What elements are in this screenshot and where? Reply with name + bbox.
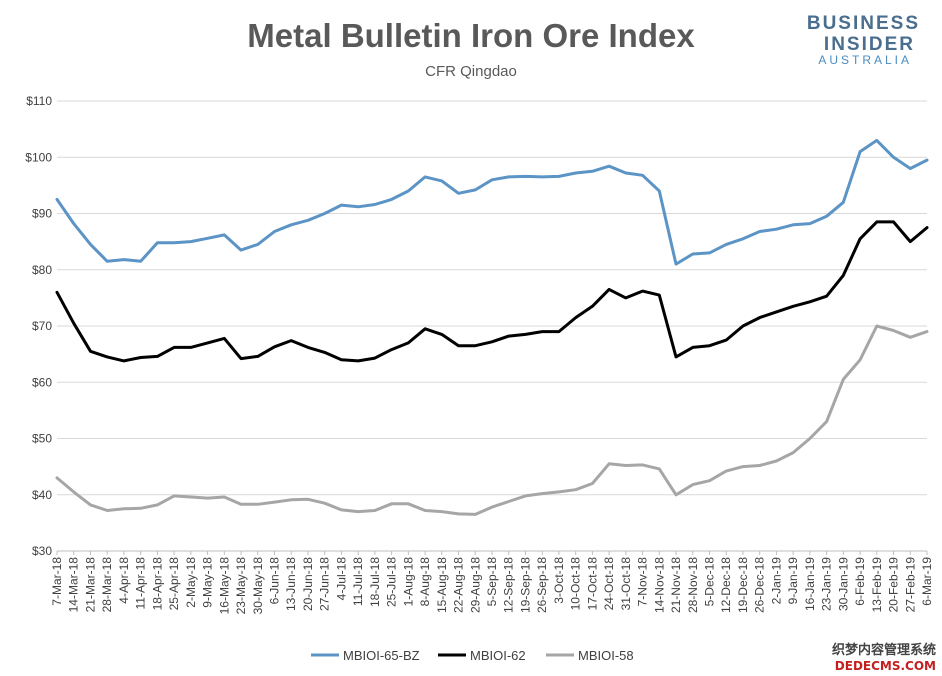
x-tick-label: 4-Apr-18: [117, 557, 131, 604]
y-tick-label: $100: [25, 150, 52, 164]
x-tick-label: 12-Sep-18: [502, 557, 516, 613]
chart-title: Metal Bulletin Iron Ore Index: [247, 17, 695, 54]
logo-line-1: BUSINESS: [807, 13, 920, 34]
x-tick-label: 2-Jan-19: [769, 557, 783, 605]
x-tick-label: 5-Dec-18: [703, 557, 717, 607]
x-tick-label: 24-Oct-18: [602, 557, 616, 611]
x-tick-label: 14-Mar-18: [67, 557, 81, 613]
x-tick-label: 20-Jun-18: [301, 557, 315, 611]
logo-line-3: AUSTRALIA: [818, 53, 912, 67]
x-tick-label: 25-Jul-18: [385, 557, 399, 607]
y-tick-label: $60: [32, 375, 52, 389]
x-tick-label: 13-Jun-18: [284, 557, 298, 611]
legend-label-mbioi-58: MBIOI-58: [578, 648, 634, 663]
x-tick-label: 10-Oct-18: [569, 557, 583, 611]
chart-subtitle: CFR Qingdao: [425, 63, 517, 80]
x-tick-label: 4-Jul-18: [334, 557, 348, 601]
x-tick-label: 5-Sep-18: [485, 557, 499, 607]
x-tick-label: 28-Mar-18: [100, 557, 114, 613]
legend: MBIOI-65-BZ MBIOI-62 MBIOI-58: [311, 648, 634, 663]
x-tick-label: 18-Jul-18: [368, 557, 382, 607]
x-tick-label: 7-Nov-18: [636, 557, 650, 607]
x-tick-label: 12-Dec-18: [719, 557, 733, 613]
x-tick-label: 11-Apr-18: [134, 557, 148, 610]
x-tick-label: 8-Aug-18: [418, 557, 432, 607]
x-tick-label: 6-Mar-19: [920, 557, 934, 606]
x-tick-label: 14-Nov-18: [652, 557, 666, 613]
dedecms-watermark: 织梦内容管理系统 DEDECMS.COM: [832, 638, 940, 674]
x-tick-label: 27-Jun-18: [318, 557, 332, 611]
x-tick-label: 25-Apr-18: [167, 557, 181, 611]
y-tick-label: $30: [32, 544, 52, 558]
x-tick-label: 22-Aug-18: [452, 557, 466, 613]
x-tick-label: 21-Nov-18: [669, 557, 683, 613]
y-tick-label: $110: [26, 94, 52, 108]
x-tick-label: 1-Aug-18: [401, 557, 415, 607]
x-tick-label: 9-May-18: [201, 557, 215, 608]
x-tick-label: 20-Feb-19: [887, 557, 901, 613]
x-tick-label: 31-Oct-18: [619, 557, 633, 611]
x-tick-label: 23-May-18: [234, 557, 248, 615]
y-tick-label: $40: [32, 488, 52, 502]
x-tick-label: 16-May-18: [217, 557, 231, 615]
x-tick-label: 19-Dec-18: [736, 557, 750, 613]
logo-line-2: INSIDER: [824, 34, 915, 55]
series-lines: [55, 138, 929, 516]
x-tick-label: 6-Jun-18: [268, 557, 282, 605]
series-line-mbioi-65-bz: [55, 138, 929, 266]
x-tick-label: 7-Mar-18: [50, 557, 64, 606]
x-tick-label: 23-Jan-19: [820, 557, 834, 611]
x-tick-label: 17-Oct-18: [585, 557, 599, 611]
y-tick-label: $50: [32, 432, 52, 446]
x-tick-label: 9-Jan-19: [786, 557, 800, 605]
x-tick-label: 15-Aug-18: [435, 557, 449, 613]
x-tick-label: 6-Feb-19: [853, 557, 867, 606]
legend-label-mbioi-65-bz: MBIOI-65-BZ: [343, 648, 420, 663]
x-tick-label: 27-Feb-19: [903, 557, 917, 613]
x-tick-label: 29-Aug-18: [468, 557, 482, 613]
y-tick-label: $90: [32, 207, 52, 221]
gridlines: [57, 100, 927, 552]
x-tick-label: 3-Oct-18: [552, 557, 566, 604]
x-tick-label: 26-Sep-18: [535, 557, 549, 613]
x-tick-label: 11-Jul-18: [351, 557, 365, 606]
x-tick-label: 18-Apr-18: [150, 557, 164, 611]
business-insider-logo: BUSINESS INSIDER AUSTRALIA: [807, 13, 920, 67]
x-tick-label: 19-Sep-18: [518, 557, 532, 613]
x-tick-label: 21-Mar-18: [83, 557, 97, 613]
y-tick-label: $80: [32, 263, 52, 277]
x-tick-label: 16-Jan-19: [803, 557, 817, 611]
x-tick-label: 30-May-18: [251, 557, 265, 615]
y-tick-label: $70: [32, 319, 52, 333]
legend-label-mbioi-62: MBIOI-62: [470, 648, 526, 663]
watermark-line-2: DEDECMS.COM: [835, 659, 936, 673]
x-tick-label: 2-May-18: [184, 557, 198, 608]
series-line-mbioi-62: [55, 220, 929, 363]
y-axis: $30 $40 $50 $60 $70 $80 $90 $100 $110: [25, 94, 52, 558]
x-tick-label: 13-Feb-19: [870, 557, 884, 613]
x-tick-label: 28-Nov-18: [686, 557, 700, 613]
x-tick-label: 30-Jan-19: [836, 557, 850, 611]
watermark-line-1: 织梦内容管理系统: [832, 642, 936, 658]
x-axis: 7-Mar-18 14-Mar-18 21-Mar-18 28-Mar-18 4-Apr…: [50, 550, 934, 615]
series-line-mbioi-58: [55, 324, 929, 516]
watermark-background: [832, 638, 940, 674]
x-tick-label: 26-Dec-18: [753, 557, 767, 613]
